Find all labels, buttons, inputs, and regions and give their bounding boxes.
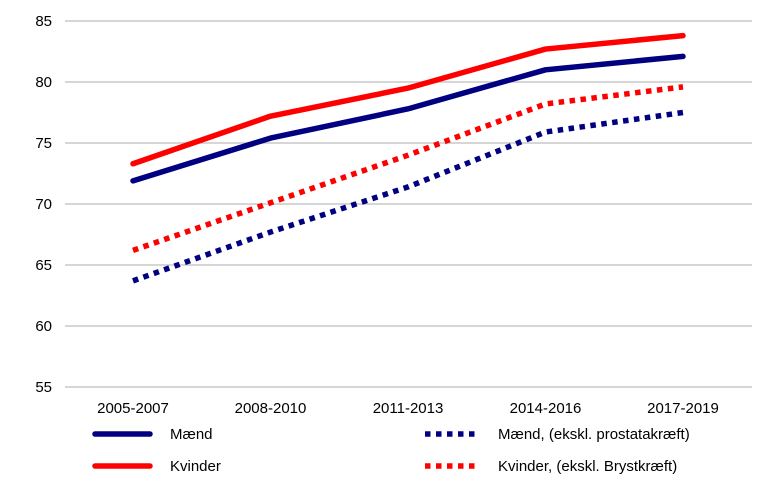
legend-label: Mænd, (ekskl. prostatakræft)	[498, 426, 690, 443]
x-tick-label: 2008-2010	[235, 400, 307, 417]
y-tick-label: 80	[35, 74, 52, 91]
x-axis-ticks: 2005-2007 2008-2010 2011-2013 2014-2016 2017…	[97, 400, 719, 417]
gridlines	[65, 20, 752, 388]
legend: Mænd Kvinder Mænd, (ekskl. prostatakræft) K…	[92, 426, 690, 475]
series-line-0	[130, 53, 686, 184]
y-tick-label: 85	[35, 13, 52, 30]
legend-label: Mænd	[170, 426, 213, 443]
y-tick-label: 70	[35, 196, 52, 213]
series-line-1	[130, 32, 686, 167]
legend-item: Kvinder	[92, 458, 221, 475]
series-line-3	[132, 84, 684, 253]
x-tick-label: 2017-2019	[647, 400, 719, 417]
legend-item: Kvinder, (ekskl. Brystkræft)	[425, 458, 677, 475]
x-tick-label: 2005-2007	[97, 400, 169, 417]
series-line-2	[132, 109, 684, 284]
series-lines	[130, 32, 686, 284]
y-axis-ticks: 55 60 65 70 75 80 85	[35, 13, 52, 396]
x-tick-label: 2011-2013	[373, 400, 444, 417]
y-tick-label: 75	[35, 135, 52, 152]
y-tick-label: 55	[35, 379, 52, 396]
legend-label: Kvinder, (ekskl. Brystkræft)	[498, 458, 677, 475]
x-tick-label: 2014-2016	[510, 400, 582, 417]
legend-item: Mænd	[92, 426, 213, 443]
legend-item: Mænd, (ekskl. prostatakræft)	[425, 426, 690, 443]
legend-label: Kvinder	[170, 458, 221, 475]
y-tick-label: 65	[35, 257, 52, 274]
y-tick-label: 60	[35, 318, 52, 335]
